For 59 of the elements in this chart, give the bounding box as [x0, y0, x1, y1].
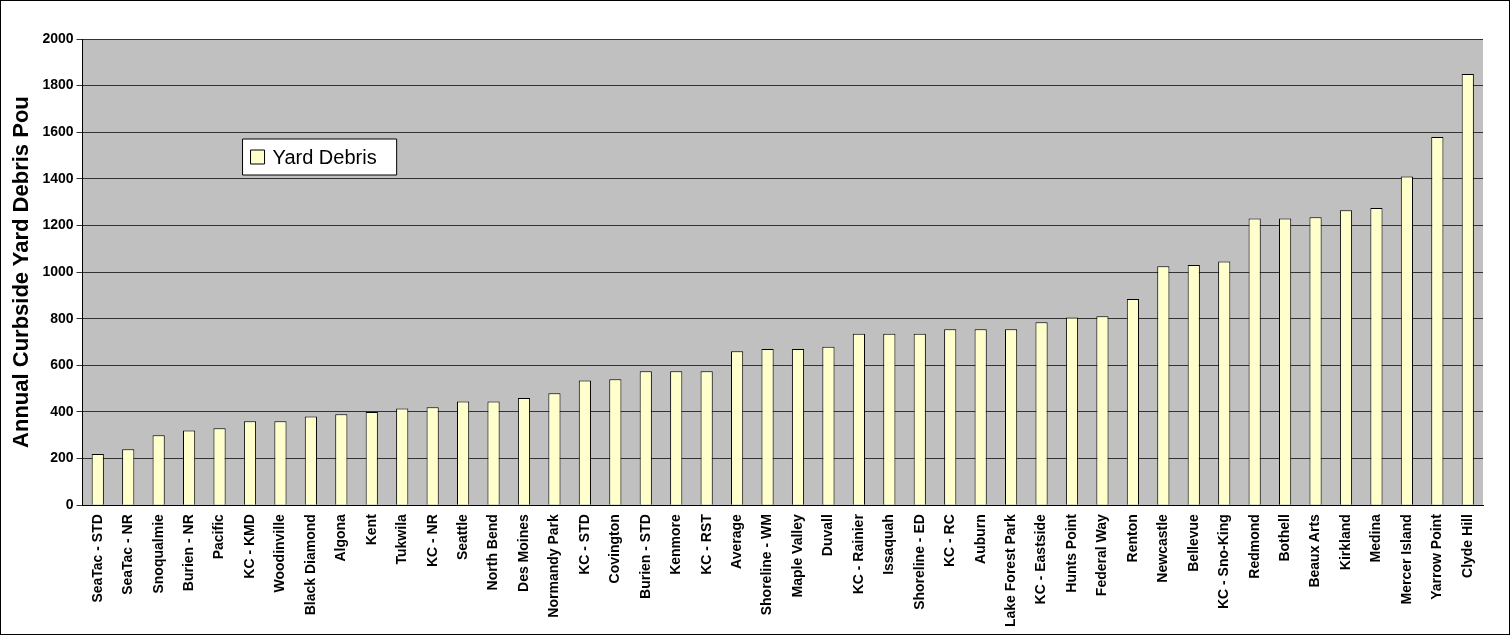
x-tick-label: Pacific — [210, 513, 227, 560]
x-tick-label: Burien - NR — [179, 514, 196, 592]
x-tick-label: Snoqualmie — [149, 513, 166, 594]
x-tick-label: Shoreline - ED — [910, 514, 927, 610]
x-tick-label: Hunts Point — [1062, 513, 1079, 593]
x-tick-label: Medina — [1367, 513, 1384, 563]
x-tick-label: KC - RC — [941, 514, 958, 568]
y-tick-label: 1400 — [42, 169, 74, 186]
x-tick-label: Seattle — [453, 513, 470, 561]
x-tick-label: Newcastle — [1154, 513, 1171, 583]
y-tick-label: 1000 — [42, 262, 74, 279]
x-tick-label: Maple Valley — [788, 513, 805, 598]
y-tick-label: 400 — [50, 402, 74, 419]
x-tick-label: Renton — [1123, 514, 1140, 563]
x-tick-label: Clyde Hill — [1458, 514, 1475, 578]
y-tick-label: 1200 — [42, 216, 74, 233]
x-tick-label: SeaTac - NR — [119, 514, 136, 595]
y-tick-label: 200 — [50, 449, 74, 466]
x-tick-label: Kenmore — [667, 513, 684, 575]
x-tick-label: Redmond — [1245, 514, 1262, 579]
x-tick-label: Lake Forest Park — [1001, 513, 1018, 628]
x-tick-label: Burien - STD — [636, 514, 653, 599]
x-tick-label: KC - Eastside — [1032, 513, 1049, 605]
legend-label: Yard Debris — [272, 145, 377, 168]
x-tick-label: KC - RST — [697, 513, 714, 575]
x-tick-label: Black Diamond — [301, 514, 318, 616]
x-tick-label: Average — [727, 513, 744, 569]
x-tick-label: Tukwila — [393, 513, 410, 565]
x-tick-label: Kent — [362, 513, 379, 546]
x-tick-label: Federal Way — [1093, 513, 1110, 597]
x-tick-label: North Bend — [484, 514, 501, 591]
x-tick-label: KC - STD — [575, 514, 592, 575]
x-tick-label: KC - KMD — [240, 514, 257, 579]
x-tick-label: KC - NR — [423, 514, 440, 568]
y-tick-label: 800 — [50, 309, 74, 326]
x-tick-label: SeaTac - STD — [88, 514, 105, 603]
x-tick-label: Normandy Park — [545, 513, 562, 618]
x-tick-label: Duvall — [819, 514, 836, 557]
x-tick-label: Kirkland — [1336, 514, 1353, 571]
x-tick-label: KC - Sno-King — [1215, 514, 1232, 610]
y-tick-label: 1600 — [42, 123, 74, 140]
x-tick-label: Yarrow Point — [1428, 513, 1445, 600]
y-tick-label: 0 — [65, 496, 74, 513]
x-tick-label: KC - Rainier — [849, 513, 866, 595]
x-tick-label: Bothell — [1275, 514, 1292, 562]
y-tick-label: 1800 — [42, 76, 74, 93]
x-tick-label: Shoreline - WM — [758, 514, 775, 616]
y-axis-title: Annual Curbside Yard Debris Pou — [8, 96, 34, 448]
x-tick-label: Mercer Island — [1397, 514, 1414, 605]
x-tick-label: Beaux Arts — [1306, 513, 1323, 588]
x-tick-label: Woodinville — [271, 513, 288, 593]
x-tick-label: Auburn — [971, 514, 988, 564]
x-tick-label: Algona — [332, 513, 349, 562]
x-tick-label: Des Moines — [514, 513, 531, 592]
x-tick-label: Issaquah — [880, 514, 897, 575]
x-tick-label: Bellevue — [1184, 513, 1201, 572]
y-tick-label: 2000 — [42, 29, 74, 46]
x-tick-label: Covington — [606, 514, 623, 584]
y-tick-label: 600 — [50, 356, 74, 373]
